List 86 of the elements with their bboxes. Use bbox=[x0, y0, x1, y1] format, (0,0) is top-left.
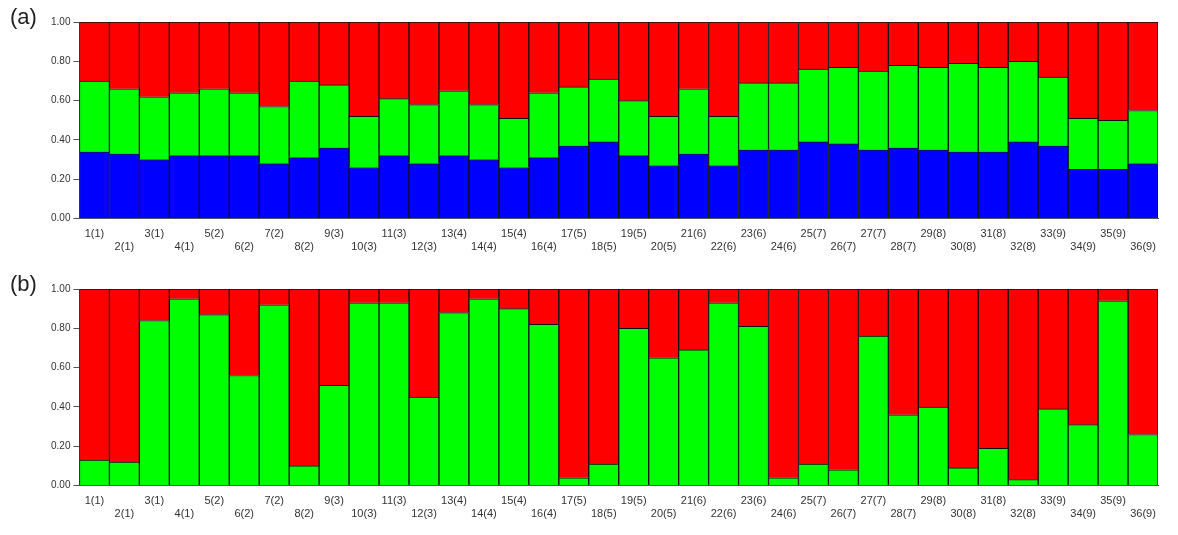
x-tick-label: 27(7) bbox=[860, 227, 887, 240]
x-tick-label: 12(3) bbox=[411, 240, 437, 253]
x-tick-label: 32(8) bbox=[1010, 240, 1037, 253]
x-tick-label: 14(4) bbox=[471, 507, 497, 520]
x-tick-label: 17(5) bbox=[560, 227, 587, 240]
x-tick-label: 1(1) bbox=[84, 494, 105, 507]
x-tick-label: 20(5) bbox=[650, 507, 677, 520]
x-tick-label: 3(1) bbox=[144, 494, 165, 507]
y-tick-label: 1.00 bbox=[50, 282, 71, 294]
x-tick-label: 24(6) bbox=[770, 240, 797, 253]
x-tick-label: 21(6) bbox=[680, 227, 707, 240]
x-tick-label: 35(9) bbox=[1100, 227, 1126, 240]
x-tick-label: 15(4) bbox=[501, 494, 527, 507]
x-tick-label: 28(7) bbox=[890, 240, 917, 253]
chart-title: (a) bbox=[10, 4, 37, 30]
x-tick-label: 36(9) bbox=[1130, 240, 1156, 253]
x-tick-label: 19(5) bbox=[620, 494, 647, 507]
x-tick-label: 2(1) bbox=[114, 507, 135, 520]
x-tick-label: 35(9) bbox=[1100, 494, 1126, 507]
x-tick-label: 26(7) bbox=[830, 507, 857, 520]
x-tick-label: 30(8) bbox=[950, 507, 977, 520]
x-tick-label: 10(3) bbox=[351, 507, 377, 520]
x-tick-label: 33(9) bbox=[1040, 494, 1066, 507]
y-tick-label: 0.20 bbox=[50, 440, 71, 452]
x-tick-label: 31(8) bbox=[980, 227, 1007, 240]
x-tick-label: 16(4) bbox=[530, 507, 557, 520]
x-tick-label: 36(9) bbox=[1130, 507, 1156, 520]
x-tick-label: 17(5) bbox=[560, 494, 587, 507]
x-tick-label: 23(6) bbox=[740, 227, 767, 240]
x-tick-label: 5(2) bbox=[204, 494, 225, 507]
y-tick-label: 0.80 bbox=[50, 322, 71, 334]
x-tick-label: 24(6) bbox=[770, 507, 797, 520]
x-tick-label: 16(4) bbox=[530, 240, 557, 253]
x-tick-label: 18(5) bbox=[590, 507, 617, 520]
x-tick-label: 27(7) bbox=[860, 494, 887, 507]
x-tick-label: 32(8) bbox=[1010, 507, 1037, 520]
x-tick-label: 3(1) bbox=[144, 227, 165, 240]
y-tick-label: 0.60 bbox=[50, 361, 71, 373]
x-tick-label: 1(1) bbox=[84, 227, 105, 240]
x-tick-label: 11(3) bbox=[381, 494, 407, 507]
x-tick-label: 4(1) bbox=[174, 507, 195, 520]
x-tick-label: 10(3) bbox=[351, 240, 377, 253]
x-tick-label: 28(7) bbox=[890, 507, 917, 520]
x-tick-label: 31(8) bbox=[980, 494, 1007, 507]
x-tick-label: 19(5) bbox=[620, 227, 647, 240]
x-tick-label: 7(2) bbox=[264, 227, 284, 240]
x-tick-label: 34(9) bbox=[1070, 507, 1096, 520]
y-tick-label: 0.20 bbox=[50, 173, 71, 185]
x-tick-label: 30(8) bbox=[950, 240, 977, 253]
x-tick-label: 29(8) bbox=[920, 494, 947, 507]
x-tick-label: 33(9) bbox=[1040, 227, 1066, 240]
chart-title: (b) bbox=[10, 271, 37, 297]
x-tick-label: 15(4) bbox=[501, 227, 527, 240]
x-tick-label: 11(3) bbox=[381, 227, 407, 240]
x-tick-label: 4(1) bbox=[174, 240, 195, 253]
y-tick-label: 0.80 bbox=[50, 55, 71, 67]
y-tick-label: 0.40 bbox=[50, 400, 71, 412]
x-tick-label: 21(6) bbox=[680, 494, 707, 507]
x-tick-label: 34(9) bbox=[1070, 240, 1096, 253]
x-tick-label: 6(2) bbox=[234, 507, 255, 520]
x-tick-label: 9(3) bbox=[324, 227, 344, 240]
y-tick-label: 0.60 bbox=[50, 94, 71, 106]
x-tick-label: 7(2) bbox=[264, 494, 284, 507]
x-tick-label: 8(2) bbox=[294, 507, 314, 520]
x-tick-label: 25(7) bbox=[800, 227, 827, 240]
x-tick-label: 13(4) bbox=[441, 227, 467, 240]
x-tick-label: 2(1) bbox=[114, 240, 135, 253]
x-tick-label: 18(5) bbox=[590, 240, 617, 253]
x-tick-label: 29(8) bbox=[920, 227, 947, 240]
x-tick-label: 26(7) bbox=[830, 240, 857, 253]
y-tick-label: 0.00 bbox=[50, 212, 71, 224]
x-tick-label: 6(2) bbox=[234, 240, 255, 253]
x-tick-label: 20(5) bbox=[650, 240, 677, 253]
y-tick-label: 0.40 bbox=[50, 133, 71, 145]
y-tick-label: 1.00 bbox=[50, 15, 71, 27]
x-tick-label: 14(4) bbox=[471, 240, 497, 253]
x-tick-label: 23(6) bbox=[740, 494, 767, 507]
x-tick-label: 13(4) bbox=[441, 494, 467, 507]
y-tick-label: 0.00 bbox=[50, 479, 71, 491]
x-tick-label: 22(6) bbox=[710, 507, 737, 520]
x-tick-label: 8(2) bbox=[294, 240, 314, 253]
x-tick-label: 5(2) bbox=[204, 227, 225, 240]
x-tick-label: 9(3) bbox=[324, 494, 344, 507]
x-tick-label: 12(3) bbox=[411, 507, 437, 520]
x-tick-label: 25(7) bbox=[800, 494, 827, 507]
x-tick-label: 22(6) bbox=[710, 240, 737, 253]
